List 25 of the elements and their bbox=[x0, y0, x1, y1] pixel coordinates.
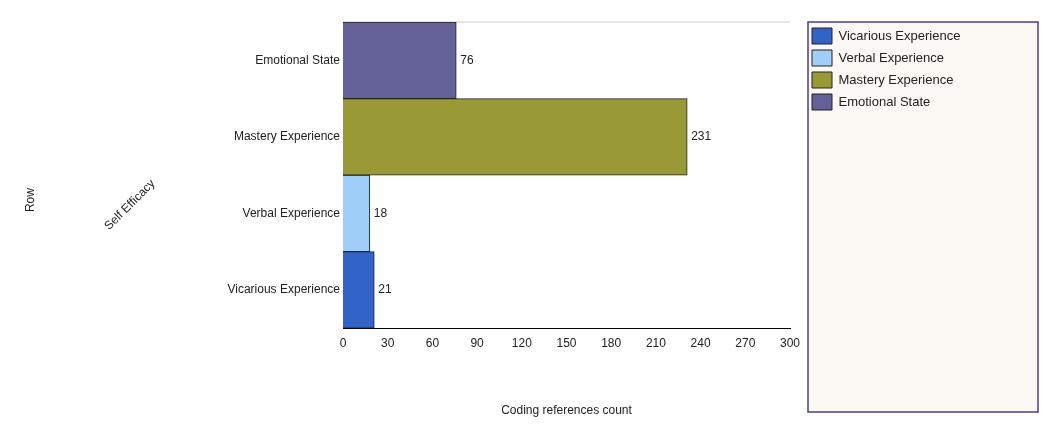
x-tick-label: 210 bbox=[645, 335, 667, 350]
x-tick-label: 300 bbox=[779, 335, 801, 350]
x-tick-label: 240 bbox=[690, 335, 711, 350]
x-tick-label: 180 bbox=[601, 335, 622, 350]
data-label: 21 bbox=[378, 282, 392, 297]
x-axis-title: Coding references count bbox=[501, 403, 633, 418]
y-tick-label: Verbal Experience bbox=[242, 205, 341, 220]
x-tick-label: 90 bbox=[470, 335, 485, 350]
y-tick-label: Vicarious Experience bbox=[227, 282, 341, 297]
legend-label: Verbal Experience bbox=[838, 49, 945, 65]
y-tick-label: Emotional State bbox=[255, 52, 341, 67]
data-label: 18 bbox=[373, 205, 388, 220]
legend-label: Emotional State bbox=[838, 93, 931, 109]
x-tick-label: 120 bbox=[511, 335, 533, 350]
legend-label: Vicarious Experience bbox=[838, 27, 961, 43]
x-tick-label: 270 bbox=[735, 335, 756, 350]
legend-label: Mastery Experience bbox=[838, 71, 954, 87]
x-tick-label: 60 bbox=[425, 335, 440, 350]
text: Row bbox=[23, 187, 38, 213]
x-tick-label: 0 bbox=[339, 335, 347, 350]
x-tick-label: 150 bbox=[556, 335, 577, 350]
y-tick-label: Mastery Experience bbox=[233, 129, 341, 144]
x-tick-label: 30 bbox=[381, 335, 395, 350]
data-label: 231 bbox=[691, 129, 712, 144]
data-label: 76 bbox=[460, 52, 474, 67]
